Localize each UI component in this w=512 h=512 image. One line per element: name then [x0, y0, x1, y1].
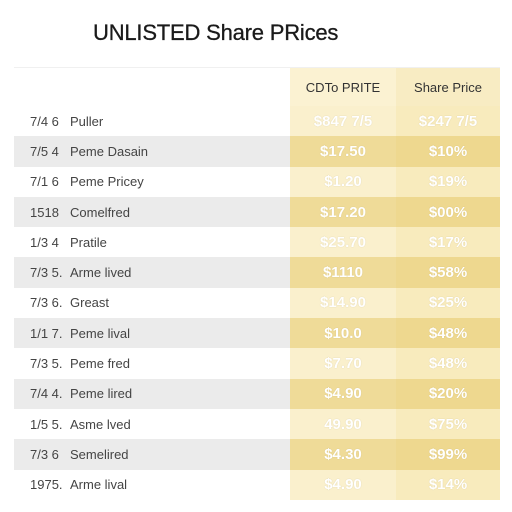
- row-price: $847 7/5: [290, 106, 396, 137]
- row-share-price: $00%: [396, 196, 500, 228]
- table-row[interactable]: 1/5 5. Asme lved 49.90 $75%: [14, 408, 500, 440]
- row-share-price: $48%: [396, 348, 500, 379]
- row-date: 7/4 4.: [30, 386, 63, 402]
- row-price: $10.0: [290, 318, 396, 349]
- row-date: 7/3 5.: [30, 356, 63, 372]
- row-date: 7/5 4: [30, 143, 59, 159]
- row-price: $17.50: [290, 136, 396, 167]
- table-row[interactable]: 1/3 4 Pratile $25.70 $17%: [14, 227, 500, 258]
- row-date: 1/5 5.: [30, 416, 63, 432]
- page-title: UNLISTED Share PRices: [93, 20, 339, 45]
- table-row[interactable]: 7/3 5. Arme lived $1110 $58%: [14, 257, 500, 288]
- row-share-price: $99%: [396, 439, 500, 470]
- table-row[interactable]: 1975. Arme lival $4.90 $14%: [14, 469, 500, 500]
- table-header: CDTo PRITE Share Price: [14, 67, 500, 106]
- row-share-price: $14%: [396, 469, 500, 500]
- row-share-price: $58%: [396, 257, 500, 288]
- row-date: 1/1 7.: [30, 325, 63, 341]
- row-name: Pratile: [70, 234, 107, 250]
- row-date: 1518: [30, 204, 59, 220]
- row-price: $4.90: [290, 378, 396, 409]
- row-price: $14.90: [290, 287, 396, 319]
- row-price: $4.30: [290, 439, 396, 470]
- row-name: Asme lved: [70, 416, 131, 432]
- row-name: Arme lival: [70, 477, 128, 493]
- table-row[interactable]: 7/5 4 Peme Dasain $17.50 $10%: [14, 136, 500, 167]
- row-date: 7/4 6: [30, 113, 59, 129]
- share-price-table: 7/4 6 Puller $847 7/5 $247 7/5 7/5 4 Peme Das…: [14, 106, 500, 500]
- table-row[interactable]: 7/3 6 Semelired $4.30 $99%: [14, 439, 500, 470]
- row-price: $25.70: [290, 227, 396, 258]
- row-date: 7/3 5.: [30, 265, 63, 281]
- row-date: 7/3 6.: [30, 295, 63, 311]
- row-price: $1110: [290, 257, 396, 288]
- row-date: 7/3 6: [30, 446, 59, 462]
- row-share-price: $247 7/5: [396, 106, 500, 137]
- row-name: Peme Pricey: [70, 174, 144, 190]
- row-share-price: $20%: [396, 378, 500, 409]
- row-name: Peme fred: [70, 356, 130, 372]
- row-price: $4.90: [290, 469, 396, 500]
- row-name: Greast: [70, 295, 110, 311]
- row-date: 1/3 4: [30, 234, 59, 250]
- row-name: Comelfred: [70, 204, 130, 220]
- column-header-price[interactable]: CDTo PRITE: [290, 68, 396, 106]
- row-share-price: $75%: [396, 408, 500, 440]
- row-share-price: $25%: [396, 287, 500, 319]
- table-row[interactable]: 7/4 4. Peme lired $4.90 $20%: [14, 378, 500, 409]
- table-row[interactable]: 7/4 6 Puller $847 7/5 $247 7/5: [14, 106, 500, 137]
- column-header-share-price[interactable]: Share Price: [396, 68, 500, 106]
- table-row[interactable]: 7/3 6. Greast $14.90 $25%: [14, 287, 500, 319]
- row-name: Peme lival: [70, 325, 130, 341]
- row-share-price: $17%: [396, 227, 500, 258]
- row-share-price: $48%: [396, 318, 500, 349]
- row-name: Peme Dasain: [70, 143, 149, 159]
- row-price: 49.90: [290, 408, 396, 440]
- row-share-price: $19%: [396, 166, 500, 197]
- row-name: Puller: [70, 113, 104, 129]
- row-date: 1975.: [30, 477, 63, 493]
- row-price: $7.70: [290, 348, 396, 379]
- row-name: Peme lired: [70, 386, 133, 402]
- row-price: $17.20: [290, 196, 396, 228]
- table-row[interactable]: 1518 Comelfred $17.20 $00%: [14, 196, 500, 228]
- row-share-price: $10%: [396, 136, 500, 167]
- row-name: Semelired: [70, 446, 129, 462]
- table-row[interactable]: 1/1 7. Peme lival $10.0 $48%: [14, 318, 500, 349]
- row-date: 7/1 6: [30, 174, 59, 190]
- row-price: $1.20: [290, 166, 396, 197]
- table-row[interactable]: 7/3 5. Peme fred $7.70 $48%: [14, 348, 500, 379]
- row-name: Arme lived: [70, 265, 132, 281]
- table-row[interactable]: 7/1 6 Peme Pricey $1.20 $19%: [14, 166, 500, 197]
